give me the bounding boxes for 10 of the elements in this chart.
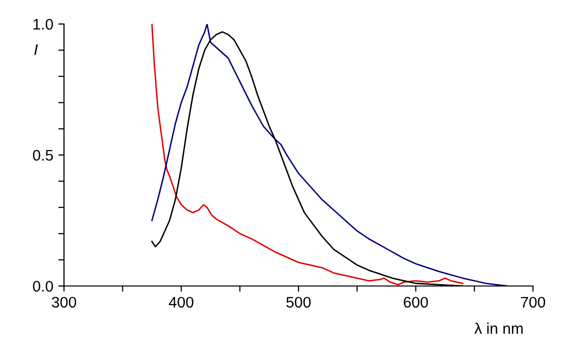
x-tick-label: 700 bbox=[521, 296, 546, 308]
x-tick-label: 500 bbox=[286, 296, 311, 308]
x-tick-label: 400 bbox=[168, 296, 194, 308]
x-axis-title: λ in nm bbox=[474, 322, 523, 334]
x-tick-label: 300 bbox=[52, 296, 76, 308]
y-axis-title: I bbox=[34, 44, 38, 55]
y-tick-label: 1.0 bbox=[34, 18, 53, 30]
y-tick-label: 0.0 bbox=[32, 280, 53, 292]
x-tick-label: 600 bbox=[404, 296, 428, 308]
y-tick-label: 0.5 bbox=[32, 150, 53, 161]
